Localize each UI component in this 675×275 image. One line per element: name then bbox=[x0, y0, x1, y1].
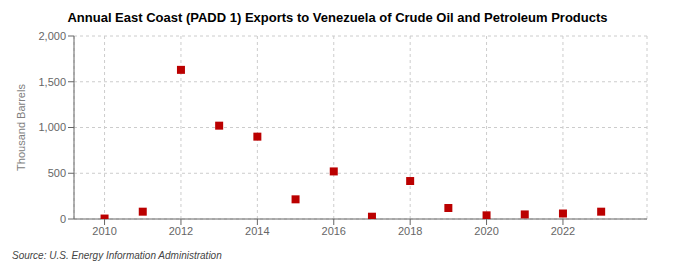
svg-text:2010: 2010 bbox=[92, 225, 116, 237]
svg-text:2,000: 2,000 bbox=[38, 30, 66, 42]
svg-text:2014: 2014 bbox=[245, 225, 269, 237]
svg-text:500: 500 bbox=[48, 167, 66, 179]
svg-text:2016: 2016 bbox=[322, 225, 346, 237]
svg-text:Thousand Barrels: Thousand Barrels bbox=[15, 84, 27, 171]
svg-text:2020: 2020 bbox=[474, 225, 498, 237]
svg-text:2012: 2012 bbox=[169, 225, 193, 237]
html-text:Annual East Coast (PADD 1) Exp: Annual East Coast (PADD 1) Exports to Ve… bbox=[67, 10, 608, 25]
svg-text:0: 0 bbox=[60, 213, 66, 225]
html-text:Source: U.S. Energy Informatio: Source: U.S. Energy Information Administ… bbox=[12, 250, 222, 261]
svg-text:1,500: 1,500 bbox=[38, 76, 66, 88]
svg-text:1,000: 1,000 bbox=[38, 121, 66, 133]
svg-text:2022: 2022 bbox=[551, 225, 575, 237]
svg-text:2018: 2018 bbox=[398, 225, 422, 237]
